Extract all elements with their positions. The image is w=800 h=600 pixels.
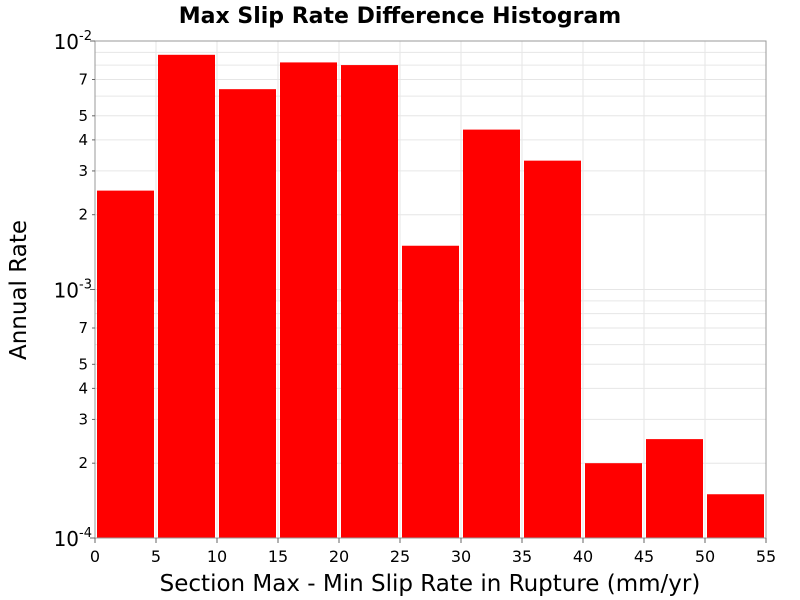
x-tick-label: 55 <box>756 547 776 566</box>
x-tick-label: 5 <box>151 547 161 566</box>
histogram-bar <box>707 494 764 538</box>
y-minor-tick-label: 3 <box>78 410 88 428</box>
x-tick-label: 35 <box>512 547 532 566</box>
histogram-bar <box>585 463 642 538</box>
x-tick-label: 25 <box>390 547 410 566</box>
y-axis-ticks: 10-2 10-3 10-4 7 5 4 3 2 7 5 4 3 2 <box>54 29 95 551</box>
x-tick-label: 10 <box>207 547 227 566</box>
x-tick-label: 45 <box>634 547 654 566</box>
histogram-bar <box>97 190 154 538</box>
y-minor-tick-label: 5 <box>78 355 88 373</box>
y-minor-tick-label: 4 <box>78 379 88 397</box>
histogram-bar <box>158 54 215 539</box>
histogram-bar <box>402 245 459 538</box>
x-tick-label: 20 <box>329 547 349 566</box>
x-axis-ticks: 0 5 10 15 20 25 30 35 40 45 50 55 <box>90 538 776 566</box>
y-major-tick-label: 10-2 <box>54 29 92 54</box>
y-axis-label: Annual Rate <box>6 220 32 360</box>
x-tick-label: 0 <box>90 547 100 566</box>
histogram-bar <box>341 65 398 538</box>
histogram-bar <box>646 439 703 538</box>
y-minor-tick-label: 4 <box>78 131 88 149</box>
y-minor-tick-label: 3 <box>78 162 88 180</box>
y-minor-tick-label: 7 <box>78 319 88 337</box>
histogram-bar <box>280 62 337 538</box>
y-major-tick-label: 10-3 <box>54 278 92 303</box>
y-minor-tick-label: 5 <box>78 107 88 125</box>
histogram-bar <box>524 160 581 538</box>
bars <box>97 54 764 539</box>
x-axis-label: Section Max - Min Slip Rate in Rupture (… <box>160 571 701 597</box>
x-tick-label: 30 <box>451 547 471 566</box>
histogram-bar <box>219 89 276 538</box>
y-minor-tick-label: 2 <box>78 454 88 472</box>
histogram-bar <box>463 129 520 539</box>
x-tick-label: 40 <box>573 547 593 566</box>
x-tick-label: 15 <box>268 547 288 566</box>
chart-title: Max Slip Rate Difference Histogram <box>179 4 621 29</box>
y-major-tick-label: 10-4 <box>54 526 92 551</box>
x-tick-label: 50 <box>695 547 715 566</box>
y-minor-tick-label: 2 <box>78 206 88 224</box>
y-minor-tick-label: 7 <box>78 70 88 88</box>
